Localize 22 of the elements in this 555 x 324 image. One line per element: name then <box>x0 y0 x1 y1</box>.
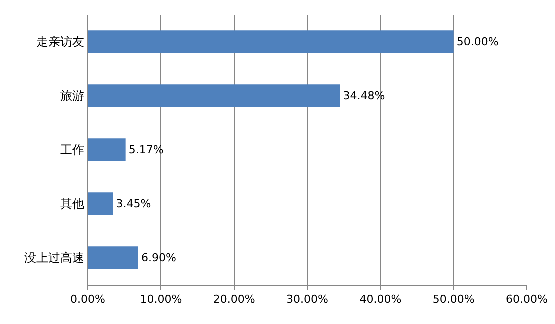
bar <box>88 192 114 216</box>
y-tick-label: 走亲访友 <box>36 35 85 50</box>
bar <box>88 30 454 54</box>
x-tick-label: 10.00% <box>140 293 182 306</box>
x-tick-label: 50.00% <box>432 293 475 306</box>
x-tick-label: 20.00% <box>213 293 256 306</box>
bar <box>88 84 340 108</box>
y-tick-label: 工作 <box>60 143 85 158</box>
bar <box>88 138 126 162</box>
data-label: 3.45% <box>116 198 152 210</box>
data-label: 50.00% <box>456 36 499 48</box>
data-label: 34.48% <box>343 90 386 102</box>
y-tick-label: 其他 <box>60 197 85 212</box>
x-tick-label: 0.00% <box>70 293 106 306</box>
x-tick-label: 60.00% <box>506 293 548 306</box>
y-tick-label: 没上过高速 <box>24 251 85 266</box>
data-label: 6.90% <box>141 252 176 264</box>
data-label: 5.17% <box>128 144 164 156</box>
bar <box>88 246 138 270</box>
x-tick-label: 30.00% <box>286 293 328 306</box>
y-tick-label: 旅游 <box>60 89 85 104</box>
x-tick-label: 40.00% <box>360 293 402 306</box>
